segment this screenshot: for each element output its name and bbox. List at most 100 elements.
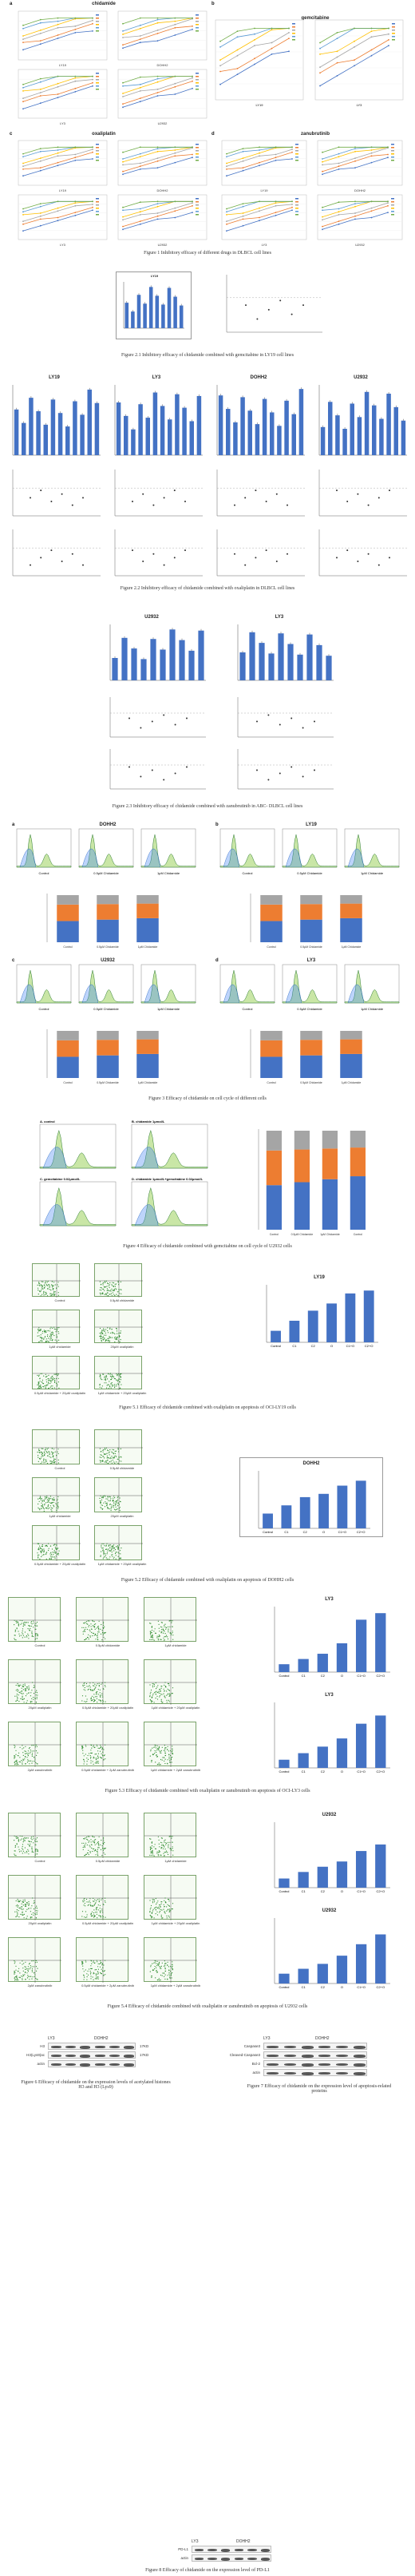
f54-flow-4-event — [93, 1914, 95, 1916]
f53-flow-2-event — [156, 1635, 158, 1637]
f1c-mini-point — [22, 165, 24, 168]
fig3-stacked-2-segment — [57, 1040, 79, 1057]
fig51-flow-3-event — [119, 1335, 121, 1337]
fig51-flow-3-event — [109, 1328, 111, 1330]
fig51-flow-4-event — [45, 1373, 46, 1375]
fig52-flow-2-event — [40, 1508, 42, 1509]
f53-bar-a-tick-label: C2+O — [377, 1674, 385, 1678]
f1a-mini-legend-key — [196, 24, 199, 26]
fig22-title: DOHH2 — [250, 375, 267, 380]
fig52-bar-tick-label: C1 — [284, 1530, 289, 1534]
f54-flow-6-event — [14, 1977, 15, 1979]
f22-3-bar — [379, 418, 384, 455]
fig51-flow-4-event — [42, 1385, 44, 1388]
fig7-blot-strip — [263, 2051, 367, 2059]
f53-flow-8-event — [164, 1747, 166, 1749]
f54-flow-5-event — [156, 1914, 159, 1916]
fig51-flow-0-event — [57, 1294, 59, 1296]
fig51-flow-5-event — [105, 1380, 106, 1381]
fig6-band — [124, 2055, 135, 2058]
fig51-flow-4-event — [54, 1380, 56, 1381]
fig51-flow-4-event — [45, 1381, 48, 1383]
f54-bar-b-bar — [279, 1973, 290, 1984]
f1d-mini-point — [338, 168, 340, 170]
fig52-flow-4-event — [58, 1550, 60, 1552]
fig51-flow-1-event — [100, 1286, 101, 1289]
fig52-flow-0-event — [43, 1458, 45, 1460]
fig52-flow-1-event — [109, 1454, 110, 1456]
gem-a-legend-key — [292, 39, 295, 41]
f1a-mini-point — [139, 83, 141, 85]
f1d-mini-point — [242, 218, 244, 220]
f53-flow-3-event — [26, 1686, 28, 1688]
f1d-mini-point — [226, 165, 227, 168]
f1c-mini-point — [39, 148, 42, 149]
f53-flow-3-event — [18, 1692, 20, 1694]
fig51-bar-tick-label: C1+O — [346, 1344, 355, 1348]
f54-flow-0-event — [30, 1837, 32, 1839]
f1c-mini-point — [22, 223, 24, 225]
gem-b-point — [336, 61, 338, 64]
fig51-flow-3-event — [118, 1333, 120, 1334]
f54-flow-7-event — [83, 1979, 85, 1980]
f53-flow-5-event — [164, 1697, 166, 1698]
f54-flow-3-event — [24, 1904, 26, 1905]
fig51-flow-3-event — [105, 1334, 107, 1336]
f53-flow-1-event — [93, 1623, 95, 1625]
f1a-mini-point — [74, 17, 77, 19]
gem-b-legend-key — [392, 39, 395, 41]
fig52-flow-4-event — [51, 1548, 53, 1550]
f22ci-1-point — [184, 501, 186, 503]
f1d-mini-legend-key — [391, 208, 394, 209]
f54-flow-3-event — [22, 1908, 24, 1910]
fig52-flow-1 — [94, 1429, 143, 1465]
f54-flow-7-event — [83, 1975, 85, 1976]
gem-b-point — [370, 36, 373, 38]
f1a-mini-point — [156, 77, 159, 80]
fig52-bar-bar — [263, 1513, 273, 1528]
f53-flow-0-event — [37, 1638, 38, 1639]
fig52-flow-4-event — [54, 1552, 56, 1554]
f1c-mini-point — [92, 149, 93, 150]
f22-0-bar — [80, 414, 85, 455]
f22ci-1-point — [173, 489, 176, 492]
fig3-stacked-2-segment — [136, 1039, 159, 1054]
f54-flow-7-event — [87, 1974, 89, 1976]
fig7-blot-strip — [263, 2069, 367, 2076]
f54-bar-b-bar — [355, 1944, 367, 1984]
f54-bar-b-tick-label: Control — [279, 1985, 290, 1989]
f54-flow-2-event — [170, 1849, 172, 1851]
fig51-flow-5-event — [105, 1382, 107, 1384]
f53-flow-7-event — [99, 1750, 101, 1752]
f53-flow-6-event — [16, 1763, 18, 1765]
f54-flow-5-event — [160, 1901, 162, 1903]
f23ci2-1-point — [279, 772, 281, 775]
f1d-mini-point — [291, 158, 293, 160]
fig52-flow-1-event — [100, 1454, 101, 1456]
fig51-flow-5-event — [105, 1375, 107, 1377]
f53-flow-6 — [8, 1722, 61, 1767]
f54-flow-2-event — [161, 1837, 163, 1839]
f54-flow-3-event — [31, 1905, 33, 1907]
f1c-mini-legend-key — [96, 153, 99, 155]
f54-flow-8-event — [154, 1968, 156, 1970]
gem-a-point — [236, 30, 239, 32]
gem-a-point — [271, 27, 273, 30]
f53-flow-label: 0.5μM chidamide — [95, 1643, 121, 1647]
f54-flow-1-event — [90, 1839, 92, 1841]
fig52-flow-0-event — [47, 1447, 49, 1449]
f54-flow-2-event — [160, 1841, 162, 1843]
fig51-flow-4-event — [54, 1381, 56, 1382]
f1c-mini-point — [74, 200, 77, 203]
f54-flow-2-event — [162, 1845, 164, 1846]
f54-flow-8-event — [170, 1972, 172, 1974]
f3-3-0-g1-peak — [223, 985, 239, 1004]
fig51-bar-bar — [271, 1330, 281, 1342]
fig51-bar-tick-label: Control — [271, 1344, 281, 1348]
f54-flow-1-event — [82, 1849, 84, 1850]
fig51-flow-5-event — [99, 1383, 101, 1385]
fig52-flow-2-event — [47, 1505, 49, 1507]
f54-bar-a-tick-label: O — [341, 1889, 343, 1893]
f54-flow-5-event — [168, 1905, 171, 1907]
f53-flow-5-event — [169, 1694, 171, 1696]
